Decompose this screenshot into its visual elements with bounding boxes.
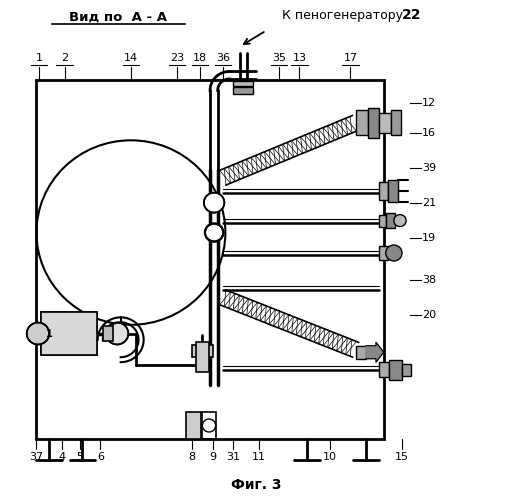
Text: 39: 39 xyxy=(422,162,436,172)
Text: 36: 36 xyxy=(216,53,230,63)
Text: 20: 20 xyxy=(422,310,436,320)
Bar xyxy=(233,82,253,86)
Text: 8: 8 xyxy=(188,452,196,462)
Text: 1: 1 xyxy=(47,328,53,338)
Bar xyxy=(386,213,395,228)
Bar xyxy=(185,412,201,440)
Text: 14: 14 xyxy=(124,53,138,63)
Text: Вид по  А - А: Вид по А - А xyxy=(69,10,167,23)
Bar xyxy=(233,87,253,94)
Circle shape xyxy=(27,322,49,344)
Bar xyxy=(103,326,113,341)
Text: 18: 18 xyxy=(193,53,207,63)
Text: 4: 4 xyxy=(58,452,66,462)
Text: 9: 9 xyxy=(209,452,216,462)
Text: 10: 10 xyxy=(323,452,337,462)
Text: 11: 11 xyxy=(251,452,266,462)
Bar xyxy=(40,312,97,354)
Text: 35: 35 xyxy=(272,53,286,63)
Bar xyxy=(368,108,378,138)
Text: 13: 13 xyxy=(292,53,306,63)
Bar xyxy=(378,113,391,133)
Text: 16: 16 xyxy=(422,128,436,138)
Text: К пеногенератору: К пеногенератору xyxy=(282,8,402,22)
Text: 15: 15 xyxy=(395,452,409,462)
Bar xyxy=(378,362,389,377)
Bar xyxy=(36,80,383,440)
Text: 22: 22 xyxy=(401,8,421,22)
Bar xyxy=(388,180,398,202)
Text: 31: 31 xyxy=(226,452,240,462)
Circle shape xyxy=(106,322,129,344)
Circle shape xyxy=(394,214,406,226)
Circle shape xyxy=(204,192,224,212)
Bar xyxy=(391,110,400,136)
Text: 5: 5 xyxy=(76,452,83,462)
Bar xyxy=(378,214,386,226)
Text: 6: 6 xyxy=(97,452,104,462)
Bar xyxy=(355,346,366,358)
Bar xyxy=(202,412,216,440)
Text: 2: 2 xyxy=(61,53,68,63)
Text: 17: 17 xyxy=(344,53,357,63)
Bar xyxy=(389,360,401,380)
Text: 19: 19 xyxy=(422,232,436,242)
Text: 23: 23 xyxy=(170,53,184,63)
Circle shape xyxy=(205,224,223,242)
Polygon shape xyxy=(366,342,383,362)
Bar xyxy=(378,182,388,200)
Bar xyxy=(355,110,368,136)
Text: 21: 21 xyxy=(422,198,436,207)
Text: 37: 37 xyxy=(29,452,44,462)
Text: 1: 1 xyxy=(35,53,42,63)
Circle shape xyxy=(386,245,402,261)
Bar xyxy=(192,344,212,357)
Bar xyxy=(401,364,411,376)
Text: 12: 12 xyxy=(422,98,436,108)
Text: Фиг. 3: Фиг. 3 xyxy=(231,478,281,492)
Bar xyxy=(40,312,97,354)
Text: 38: 38 xyxy=(422,275,436,285)
Bar xyxy=(378,246,388,260)
Bar xyxy=(196,342,208,372)
